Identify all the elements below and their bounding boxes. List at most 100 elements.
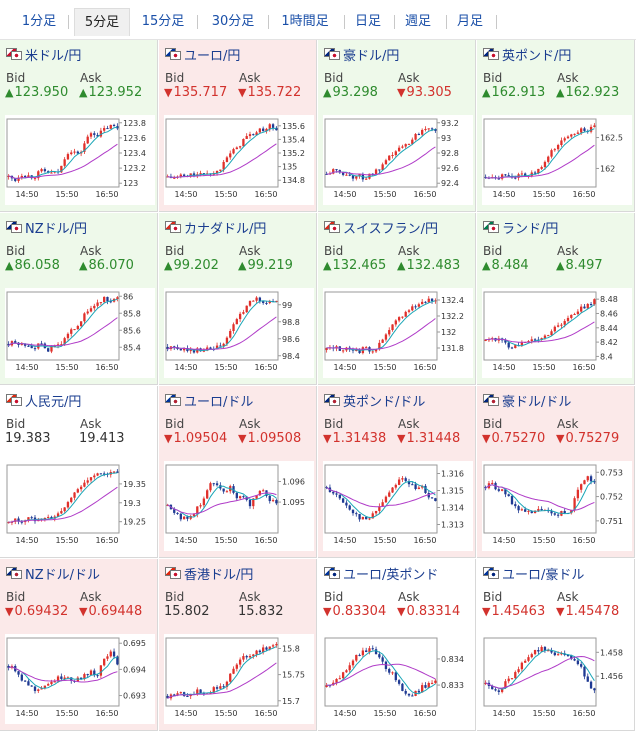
tab-1min[interactable]: 1分足 [21,14,57,29]
pair-header[interactable]: 米ドル/円 [6,45,82,64]
pair-name[interactable]: スイスフラン/円 [343,221,438,237]
candle-body [258,128,262,133]
pair-name[interactable]: 英ポンド/ドル [343,394,426,410]
candle-body [361,516,365,520]
price-chart[interactable]: 0.695 0.694 0.693 14:50 15:50 16:50 [5,634,155,724]
rate-card[interactable]: 人民元/円 Bid Ask 19.383 19.413 19.35 19.3 19.25 14:… [0,386,158,558]
price-chart[interactable]: 93.2 93 92.8 92.6 92.4 14:50 15:50 16:50 [323,115,473,205]
candle-body [14,518,17,522]
pair-header[interactable]: ユーロ/豪ドル [483,564,585,583]
pair-header[interactable]: NZドル/円 [6,218,88,237]
pair-name[interactable]: 豪ドル/円 [343,48,400,64]
pair-name[interactable]: カナダドル/円 [184,221,267,237]
pair-name[interactable]: 米ドル/円 [25,48,82,64]
pair-name[interactable]: 香港ドル/円 [184,567,254,583]
pair-name[interactable]: NZドル/ドル [25,567,101,583]
rate-card[interactable]: NZドル/円 Bid Ask ▲86.058 ▲86.070 86 85.8 85.6 85.4… [0,213,158,385]
pair-header[interactable]: スイスフラン/円 [324,218,438,237]
price-chart[interactable]: 1.458 1.456 14:50 15:50 16:50 [482,634,632,724]
price-chart[interactable]: 162.5 162 14:50 15:50 16:50 [482,115,632,205]
price-chart[interactable]: 99 98.8 98.6 98.4 14:50 15:50 16:50 [164,288,314,378]
candle-body [248,300,252,306]
pair-name[interactable]: 人民元/円 [25,394,82,410]
candle-body [76,489,79,493]
candle-body [76,326,79,330]
pair-name[interactable]: ランド/円 [502,221,559,237]
pair-name[interactable]: ユーロ/豪ドル [502,567,585,583]
pair-name[interactable]: 豪ドル/ドル [502,394,572,410]
price-chart[interactable]: 19.35 19.3 19.25 14:50 15:50 16:50 [5,461,155,551]
pair-name[interactable]: ユーロ/円 [184,48,241,64]
flag-quote-icon [488,51,499,60]
rate-card[interactable]: 香港ドル/円 Bid Ask 15.802 15.832 15.8 15.75 15.7 14:… [159,559,317,731]
price-chart[interactable]: 123.8 123.6 123.4 123.2 123 14:50 15:50 16:50 [5,115,155,205]
pair-name[interactable]: ユーロ/英ポンド [343,567,439,583]
price-chart[interactable]: 15.8 15.75 15.7 14:50 15:50 16:50 [164,634,314,724]
pair-header[interactable]: 英ポンド/円 [483,45,572,64]
price-chart[interactable]: 0.834 0.833 14:50 15:50 16:50 [323,634,473,724]
candle-body [547,650,550,652]
pair-name[interactable]: 英ポンド/円 [502,48,572,64]
pair-header[interactable]: ランド/円 [483,218,559,237]
candle-body [332,169,335,174]
pair-name[interactable]: NZドル/円 [25,221,88,237]
candle-body [397,147,401,152]
bid-price: ▼1.09504 [164,431,227,446]
price-chart[interactable]: 1.316 1.315 1.314 1.313 14:50 15:50 16:50 [323,461,473,551]
rate-card[interactable]: カナダドル/円 Bid Ask ▲99.202 ▲99.219 99 98.8 98.6 98.… [159,213,317,385]
candle-body [411,484,414,486]
candle-body [507,678,510,682]
pair-header[interactable]: 英ポンド/ドル [324,391,426,410]
rate-card[interactable]: 豪ドル/ドル Bid Ask ▼0.75270 ▼0.75279 0.753 0.752 0.… [477,386,635,558]
pair-header[interactable]: NZドル/ドル [6,564,101,583]
pair-header[interactable]: 豪ドル/ドル [483,391,572,410]
chart-svg: 0.834 0.833 14:50 15:50 16:50 [323,634,473,724]
candle-body [89,133,93,137]
rate-card[interactable]: 英ポンド/ドル Bid Ask ▼1.31438 ▼1.31448 1.316 1.315 1… [318,386,476,558]
pair-name[interactable]: ユーロ/ドル [184,394,254,410]
pair-header[interactable]: カナダドル/円 [165,218,267,237]
candle-body [430,497,434,499]
candle-body [533,649,537,655]
rate-card[interactable]: NZドル/ドル Bid Ask ▼0.69432 ▼0.69448 0.695 0.694 0… [0,559,158,731]
price-chart[interactable]: 132.4 132.2 132 131.8 14:50 15:50 16:50 [323,288,473,378]
candle-body [23,680,27,682]
rate-card[interactable]: ユーロ/ドル Bid Ask ▼1.09504 ▼1.09508 1.096 1.095 14… [159,386,317,558]
tab-1hour[interactable]: 1時間足 [281,14,329,29]
candle-body [235,492,238,499]
pair-header[interactable]: 香港ドル/円 [165,564,254,583]
tab-15min[interactable]: 15分足 [141,14,185,29]
pair-header[interactable]: 人民元/円 [6,391,82,410]
rate-card[interactable]: ユーロ/豪ドル Bid Ask ▼1.45463 ▼1.45478 1.458 1.456 1… [477,559,635,731]
tab-daily[interactable]: 日足 [354,14,381,29]
rate-card[interactable]: 英ポンド/円 Bid Ask ▲162.913 ▲162.923 162.5 162 14:5… [477,40,635,212]
tab-30min[interactable]: 30分足 [211,14,255,29]
pair-header[interactable]: ユーロ/英ポンド [324,564,439,583]
pair-header[interactable]: ユーロ/円 [165,45,241,64]
tab-monthly[interactable]: 月足 [456,14,483,29]
candle-body [378,654,381,658]
y-tick-label: 1.096 [282,477,305,486]
rate-card[interactable]: 豪ドル/円 Bid Ask ▲93.298 ▼93.305 93.2 93 92.8 92.6 9… [318,40,476,212]
candle-body [258,650,262,653]
rate-card[interactable]: ユーロ/円 Bid Ask ▼135.717 ▼135.722 135.6 135.4 135… [159,40,317,212]
rate-card[interactable]: ランド/円 Bid Ask ▲8.484 ▲8.497 8.48 8.46 8.44 8.42 8… [477,213,635,385]
price-chart[interactable]: 1.096 1.095 14:50 15:50 16:50 [164,461,314,551]
x-tick-label: 16:50 [254,536,277,545]
price-chart[interactable]: 8.48 8.46 8.44 8.42 8.4 14:50 15:50 16:50 [482,288,632,378]
rate-card[interactable]: ユーロ/英ポンド Bid Ask ▼0.83304 ▼0.83314 0.834 0.833… [318,559,476,731]
candle-body [550,650,553,653]
tab-5min[interactable]: 5分足 [74,8,130,36]
price-chart[interactable]: 86 85.8 85.6 85.4 14:50 15:50 16:50 [5,288,155,378]
ask-value: 162.923 [565,85,620,100]
rate-card[interactable]: 米ドル/円 Bid Ask ▲123.950 ▲123.952 123.8 123.6 123… [0,40,158,212]
arrow-down-icon: ▼ [397,432,406,445]
candle-body [255,132,258,136]
pair-header[interactable]: ユーロ/ドル [165,391,254,410]
pair-header[interactable]: 豪ドル/円 [324,45,400,64]
tab-weekly[interactable]: 週足 [404,14,431,29]
price-chart[interactable]: 0.753 0.752 0.751 14:50 15:50 16:50 [482,461,632,551]
candle-body [262,128,265,132]
price-chart[interactable]: 135.6 135.4 135.2 135 134.8 14:50 15:50 16:50 [164,115,314,205]
rate-card[interactable]: スイスフラン/円 Bid Ask ▲132.465 ▲132.483 132.4 132.2… [318,213,476,385]
